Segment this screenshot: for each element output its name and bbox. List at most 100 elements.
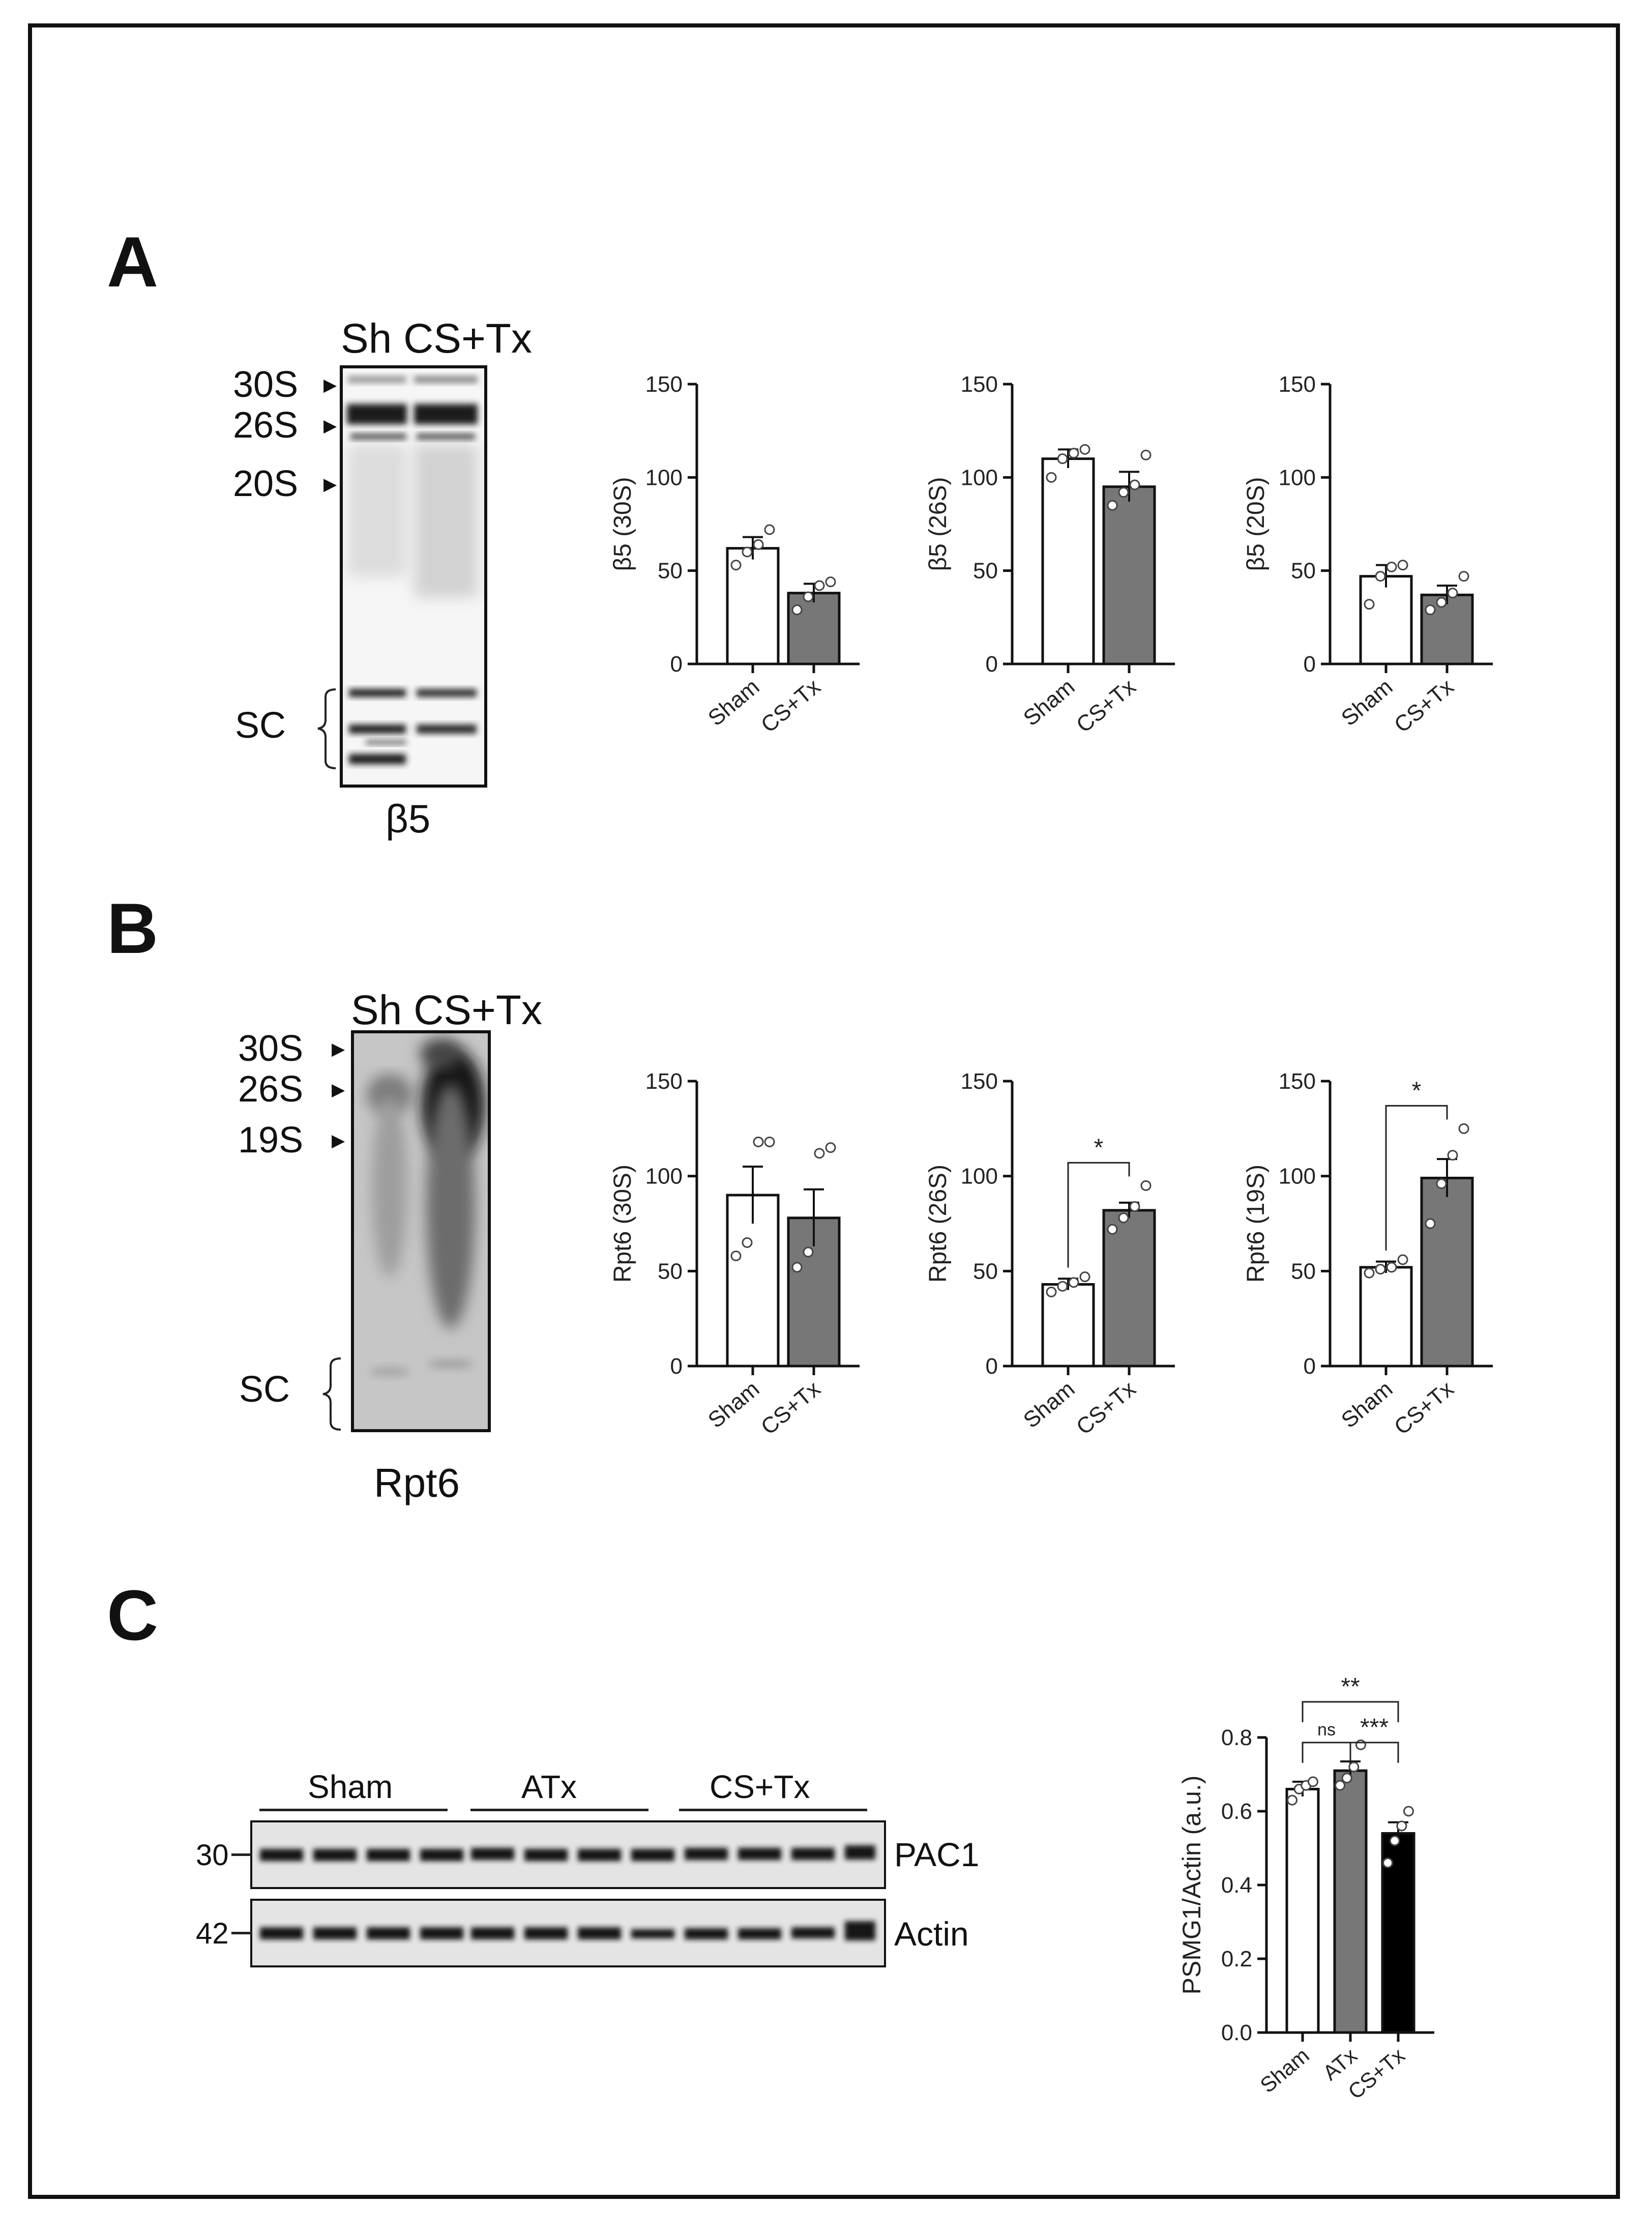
significance-bracket bbox=[1067, 1162, 1130, 1268]
data-point bbox=[742, 1237, 753, 1248]
y-tick-label: 50 bbox=[1291, 559, 1316, 584]
blot-c-group-sham: Sham bbox=[308, 1768, 393, 1805]
blot-a-arrow-30s: ▶ bbox=[323, 375, 337, 395]
data-point bbox=[791, 604, 803, 616]
data-point bbox=[1118, 487, 1129, 498]
significance-bracket bbox=[1302, 1742, 1351, 1763]
blot-a-bracket-label: SC bbox=[235, 705, 286, 746]
data-point bbox=[1118, 1212, 1129, 1224]
y-axis-label: β5 (20S) bbox=[1243, 477, 1270, 571]
panel-letter-c: C bbox=[107, 1575, 159, 1655]
data-point bbox=[1129, 1201, 1140, 1212]
data-point bbox=[730, 560, 742, 571]
data-point bbox=[814, 580, 825, 591]
bar bbox=[1041, 457, 1095, 665]
data-point bbox=[1129, 479, 1140, 490]
blot-b-arrow-26s: ▶ bbox=[332, 1080, 345, 1099]
blot-c-mw-tick-actin bbox=[231, 1932, 252, 1934]
data-point bbox=[1364, 599, 1375, 610]
blot-a-antibody: β5 bbox=[386, 796, 431, 841]
blot-a-marker-30s: 30S bbox=[233, 364, 299, 405]
significance-label: ** bbox=[1341, 1673, 1360, 1700]
y-tick-label: 100 bbox=[961, 1164, 998, 1189]
data-point bbox=[1287, 1794, 1298, 1806]
y-tick-label: 50 bbox=[658, 1259, 683, 1284]
data-point bbox=[1341, 1773, 1352, 1784]
blot-c-group-atx: ATx bbox=[521, 1768, 577, 1805]
y-axis-label: Rpt6 (30S) bbox=[609, 1165, 636, 1283]
data-point bbox=[1307, 1776, 1318, 1787]
y-tick-label: 50 bbox=[1291, 1259, 1316, 1284]
y-tick-label: 50 bbox=[973, 559, 998, 584]
data-point bbox=[814, 1148, 825, 1159]
y-tick-label: 0.4 bbox=[1221, 1873, 1252, 1898]
data-point bbox=[1436, 1178, 1447, 1190]
y-axis-label: PSMG1/Actin (a.u.) bbox=[1177, 1776, 1206, 1995]
blot-b-arrow-19s: ▶ bbox=[332, 1131, 345, 1150]
blot-c-group-line-cstx bbox=[679, 1809, 867, 1811]
significance-label: * bbox=[1412, 1077, 1422, 1104]
data-point bbox=[753, 539, 764, 550]
data-point bbox=[730, 1250, 742, 1261]
data-point bbox=[1386, 561, 1397, 572]
data-point bbox=[1355, 1739, 1366, 1750]
data-point bbox=[1386, 1262, 1397, 1273]
y-tick-label: 0.0 bbox=[1221, 2020, 1252, 2045]
y-tick-label: 0.6 bbox=[1221, 1799, 1252, 1824]
y-axis-label: Rpt6 (19S) bbox=[1243, 1165, 1270, 1283]
blot-b-antibody: Rpt6 bbox=[374, 1460, 460, 1505]
bar bbox=[1285, 1788, 1320, 2034]
data-point bbox=[742, 546, 753, 558]
blot-c-group-line-sham bbox=[259, 1809, 448, 1811]
blot-c-group-cstx: CS+Tx bbox=[710, 1768, 810, 1805]
data-point bbox=[1403, 1806, 1414, 1817]
x-tick-label: CS+Tx bbox=[1390, 674, 1458, 738]
blot-b-marker-26s: 26S bbox=[238, 1069, 304, 1110]
blot-b-bracket bbox=[322, 1357, 341, 1431]
y-tick-label: 150 bbox=[645, 372, 683, 397]
bar bbox=[726, 547, 780, 665]
bar bbox=[787, 592, 841, 665]
x-tick-label: Sham bbox=[1019, 674, 1080, 731]
data-point bbox=[1382, 1858, 1394, 1868]
significance-bracket bbox=[1349, 1742, 1399, 1763]
x-tick-label: Sham bbox=[1019, 1376, 1080, 1433]
bar bbox=[1420, 1176, 1474, 1368]
x-tick-label: Sham bbox=[703, 1376, 764, 1433]
data-point bbox=[1140, 449, 1152, 460]
x-tick-label: CS+Tx bbox=[1072, 1376, 1140, 1440]
figure-frame bbox=[28, 23, 1620, 2199]
y-axis-label: β5 (30S) bbox=[609, 477, 636, 571]
data-point bbox=[1397, 1254, 1408, 1265]
panel-letter-b: B bbox=[107, 888, 159, 968]
blot-a-arrow-26s: ▶ bbox=[323, 416, 337, 436]
significance-bracket bbox=[1385, 1105, 1448, 1251]
y-tick-label: 100 bbox=[645, 1164, 683, 1189]
y-tick-label: 150 bbox=[961, 372, 998, 397]
blot-a-marker-20s: 20S bbox=[233, 463, 299, 504]
data-point bbox=[1375, 571, 1386, 582]
x-tick-label: CS+Tx bbox=[1072, 674, 1140, 738]
blot-c-mw-actin: 42 bbox=[196, 1917, 229, 1950]
data-point bbox=[1458, 1123, 1469, 1134]
y-tick-label: 150 bbox=[1279, 372, 1316, 397]
x-tick-label: Sham bbox=[1337, 674, 1398, 731]
data-point bbox=[1057, 1281, 1068, 1292]
data-point bbox=[1057, 453, 1068, 465]
blot-a-bracket bbox=[317, 688, 336, 769]
data-point bbox=[1389, 1835, 1400, 1846]
x-tick-label: CS+Tx bbox=[756, 674, 825, 738]
bar bbox=[1102, 485, 1156, 665]
data-point bbox=[1079, 1271, 1090, 1283]
bar bbox=[1359, 1266, 1413, 1368]
data-point bbox=[803, 1246, 814, 1258]
y-tick-label: 0.2 bbox=[1221, 1947, 1252, 1971]
blot-b-smear bbox=[354, 1033, 488, 1429]
y-tick-label: 0 bbox=[670, 1354, 683, 1379]
bar bbox=[1359, 575, 1413, 665]
blot-a-marker-26s: 26S bbox=[233, 405, 299, 446]
x-tick-label: CS+Tx bbox=[1390, 1376, 1458, 1440]
data-point bbox=[1107, 500, 1118, 511]
